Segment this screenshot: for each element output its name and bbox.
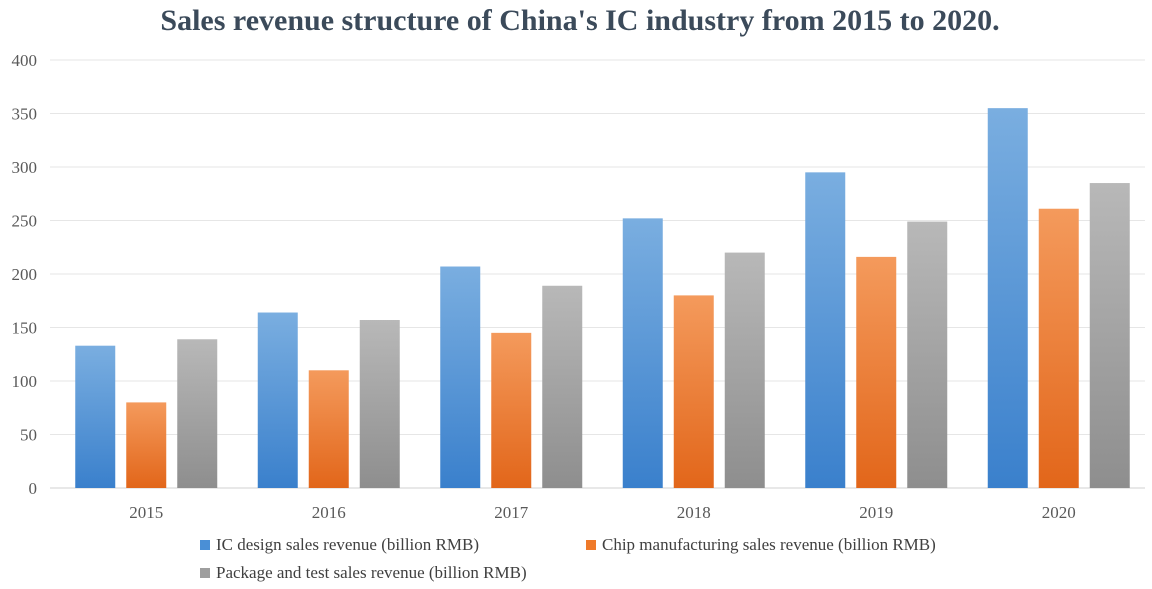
legend-swatch <box>200 568 210 578</box>
bar-2015-series-1 <box>126 402 167 488</box>
legend-label: IC design sales revenue (billion RMB) <box>216 535 479 554</box>
legend-item-ic-design: IC design sales revenue (billion RMB) <box>200 535 479 555</box>
legend-swatch <box>200 540 210 550</box>
bar-2019-series-2 <box>907 221 948 488</box>
x-tick-label: 2017 <box>494 503 529 522</box>
x-tick-label: 2020 <box>1042 503 1076 522</box>
bar-2020-series-0 <box>987 108 1028 489</box>
bar-2016-series-1 <box>308 370 349 488</box>
legend-item-chip-manufacturing: Chip manufacturing sales revenue (billio… <box>586 535 936 555</box>
y-tick-label: 100 <box>12 372 38 391</box>
legend-label: Package and test sales revenue (billion … <box>216 563 527 582</box>
x-tick-label: 2019 <box>859 503 893 522</box>
y-tick-label: 250 <box>12 212 38 231</box>
gridlines <box>50 59 1145 489</box>
x-axis-ticks: 2015 2016 2017 2018 2019 2020 <box>129 503 1076 522</box>
x-tick-label: 2015 <box>129 503 163 522</box>
legend-item-package-test: Package and test sales revenue (billion … <box>200 563 527 583</box>
bar-2015-series-0 <box>75 345 116 488</box>
bar-2017-series-2 <box>542 285 583 488</box>
bar-2016-series-0 <box>257 312 298 488</box>
y-tick-label: 150 <box>12 319 38 338</box>
y-axis-ticks: 0 50 100 150 200 250 300 350 400 <box>12 51 38 498</box>
legend-swatch <box>586 540 596 550</box>
bars <box>75 108 1130 489</box>
bar-2020-series-1 <box>1038 208 1079 489</box>
bar-2018-series-0 <box>622 218 663 489</box>
bar-2018-series-2 <box>724 252 765 488</box>
y-tick-label: 300 <box>12 158 38 177</box>
bar-2018-series-1 <box>673 295 714 488</box>
y-tick-label: 200 <box>12 265 38 284</box>
x-tick-label: 2016 <box>312 503 346 522</box>
bar-2017-series-0 <box>440 266 481 488</box>
bar-2019-series-1 <box>856 256 897 488</box>
bar-2019-series-0 <box>805 172 846 488</box>
bar-2016-series-2 <box>359 320 400 488</box>
x-tick-label: 2018 <box>677 503 711 522</box>
chart-title: Sales revenue structure of China's IC in… <box>160 4 1000 37</box>
y-tick-label: 400 <box>12 51 38 70</box>
bar-2015-series-2 <box>177 339 218 488</box>
legend-label: Chip manufacturing sales revenue (billio… <box>602 535 936 554</box>
bar-2020-series-2 <box>1089 183 1130 489</box>
bar-2017-series-1 <box>491 332 532 488</box>
y-tick-label: 0 <box>29 479 38 498</box>
y-tick-label: 350 <box>12 105 38 124</box>
y-tick-label: 50 <box>20 426 37 445</box>
